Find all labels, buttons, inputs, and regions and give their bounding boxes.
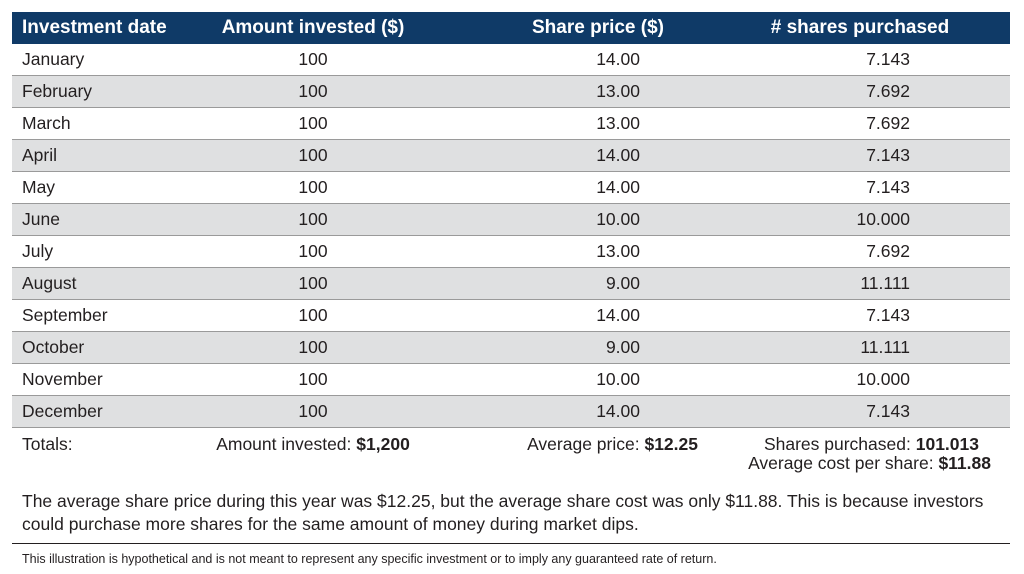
- amount-invested-cell: 100: [188, 267, 438, 300]
- average-price-value: $12.25: [644, 433, 698, 454]
- amount-invested-cell: 100: [188, 235, 438, 268]
- share-price-cell: 9.00: [438, 331, 710, 364]
- amount-invested-cell: 100: [188, 299, 438, 332]
- share-price-cell: 14.00: [438, 44, 710, 76]
- share-price-cell: 14.00: [438, 171, 710, 204]
- explanation-note: The average share price during this year…: [22, 491, 984, 534]
- table-header-row: Investment date Amount invested ($) Shar…: [12, 12, 1010, 44]
- table-row: July 100 13.00 7.692: [12, 235, 1010, 268]
- header-share-price: Share price ($): [438, 12, 710, 44]
- shares-purchased-cell: 7.143: [710, 299, 1010, 332]
- disclaimer: This illustration is hypothetical and is…: [22, 552, 717, 566]
- share-price-cell: 10.00: [438, 363, 710, 396]
- table-row: May 100 14.00 7.143: [12, 171, 1010, 204]
- share-price-cell: 14.00: [438, 139, 710, 172]
- amount-invested-cell: 100: [188, 395, 438, 428]
- amount-invested-cell: 100: [188, 139, 438, 172]
- divider: [12, 543, 1010, 544]
- amount-invested-cell: 100: [188, 331, 438, 364]
- shares-purchased-cell: 7.692: [710, 235, 1010, 268]
- totals-amount: Amount invested: $1,200: [188, 427, 438, 460]
- table-row: December 100 14.00 7.143: [12, 395, 1010, 428]
- totals-row: Totals: Amount invested: $1,200 Average …: [12, 427, 1010, 460]
- investment-date-cell: March: [12, 107, 188, 140]
- table-row: February 100 13.00 7.692: [12, 75, 1010, 108]
- investment-date-cell: July: [12, 235, 188, 268]
- table-row: October 100 9.00 11.111: [12, 331, 1010, 364]
- shares-purchased-cell: 7.692: [710, 75, 1010, 108]
- table-row: August 100 9.00 11.111: [12, 267, 1010, 300]
- table-row: January 100 14.00 7.143: [12, 44, 1010, 76]
- totals-label: Totals:: [12, 427, 188, 460]
- shares-purchased-cell: 11.111: [710, 331, 1010, 364]
- investment-date-cell: August: [12, 267, 188, 300]
- amount-invested-cell: 100: [188, 203, 438, 236]
- investment-date-cell: May: [12, 171, 188, 204]
- investment-date-cell: January: [12, 44, 188, 76]
- average-cost-label: Average cost per share:: [748, 453, 934, 473]
- average-price-label: Average price:: [527, 433, 640, 454]
- share-price-cell: 13.00: [438, 235, 710, 268]
- table-row: November 100 10.00 10.000: [12, 363, 1010, 396]
- table-row: April 100 14.00 7.143: [12, 139, 1010, 172]
- shares-purchased-cell: 10.000: [710, 363, 1010, 396]
- investment-date-cell: December: [12, 395, 188, 428]
- table-row: September 100 14.00 7.143: [12, 299, 1010, 332]
- share-price-cell: 14.00: [438, 299, 710, 332]
- investment-date-cell: September: [12, 299, 188, 332]
- investment-date-cell: June: [12, 203, 188, 236]
- shares-purchased-cell: 11.111: [710, 267, 1010, 300]
- table-row: March 100 13.00 7.692: [12, 107, 1010, 140]
- header-amount-invested: Amount invested ($): [188, 12, 438, 44]
- shares-purchased-cell: 10.000: [710, 203, 1010, 236]
- amount-invested-cell: 100: [188, 44, 438, 76]
- shares-purchased-cell: 7.143: [710, 44, 1010, 76]
- share-price-cell: 13.00: [438, 75, 710, 108]
- amount-invested-cell: 100: [188, 171, 438, 204]
- amount-invested-cell: 100: [188, 363, 438, 396]
- shares-purchased-cell: 7.143: [710, 171, 1010, 204]
- totals-average-price: Average price: $12.25: [438, 427, 710, 460]
- totals-amount-label: Amount invested:: [216, 433, 352, 454]
- shares-purchased-cell: 7.692: [710, 107, 1010, 140]
- amount-invested-cell: 100: [188, 75, 438, 108]
- shares-purchased-cell: 7.143: [710, 395, 1010, 428]
- investment-date-cell: November: [12, 363, 188, 396]
- investment-date-cell: October: [12, 331, 188, 364]
- investment-date-cell: April: [12, 139, 188, 172]
- share-price-cell: 9.00: [438, 267, 710, 300]
- shares-purchased-value: 101.013: [915, 433, 979, 454]
- amount-invested-cell: 100: [188, 107, 438, 140]
- investment-date-cell: February: [12, 75, 188, 108]
- average-cost-per-share: Average cost per share: $11.88: [748, 453, 991, 474]
- shares-purchased-cell: 7.143: [710, 139, 1010, 172]
- header-shares-purchased: # shares purchased: [710, 12, 1010, 44]
- average-cost-value: $11.88: [938, 453, 991, 473]
- share-price-cell: 13.00: [438, 107, 710, 140]
- investment-table: Investment date Amount invested ($) Shar…: [12, 12, 1010, 460]
- share-price-cell: 10.00: [438, 203, 710, 236]
- totals-shares-purchased: Shares purchased: 101.013: [710, 427, 1010, 460]
- header-investment-date: Investment date: [12, 12, 188, 44]
- share-price-cell: 14.00: [438, 395, 710, 428]
- table-row: June 100 10.00 10.000: [12, 203, 1010, 236]
- totals-amount-value: $1,200: [356, 433, 410, 454]
- shares-purchased-label: Shares purchased:: [763, 433, 911, 454]
